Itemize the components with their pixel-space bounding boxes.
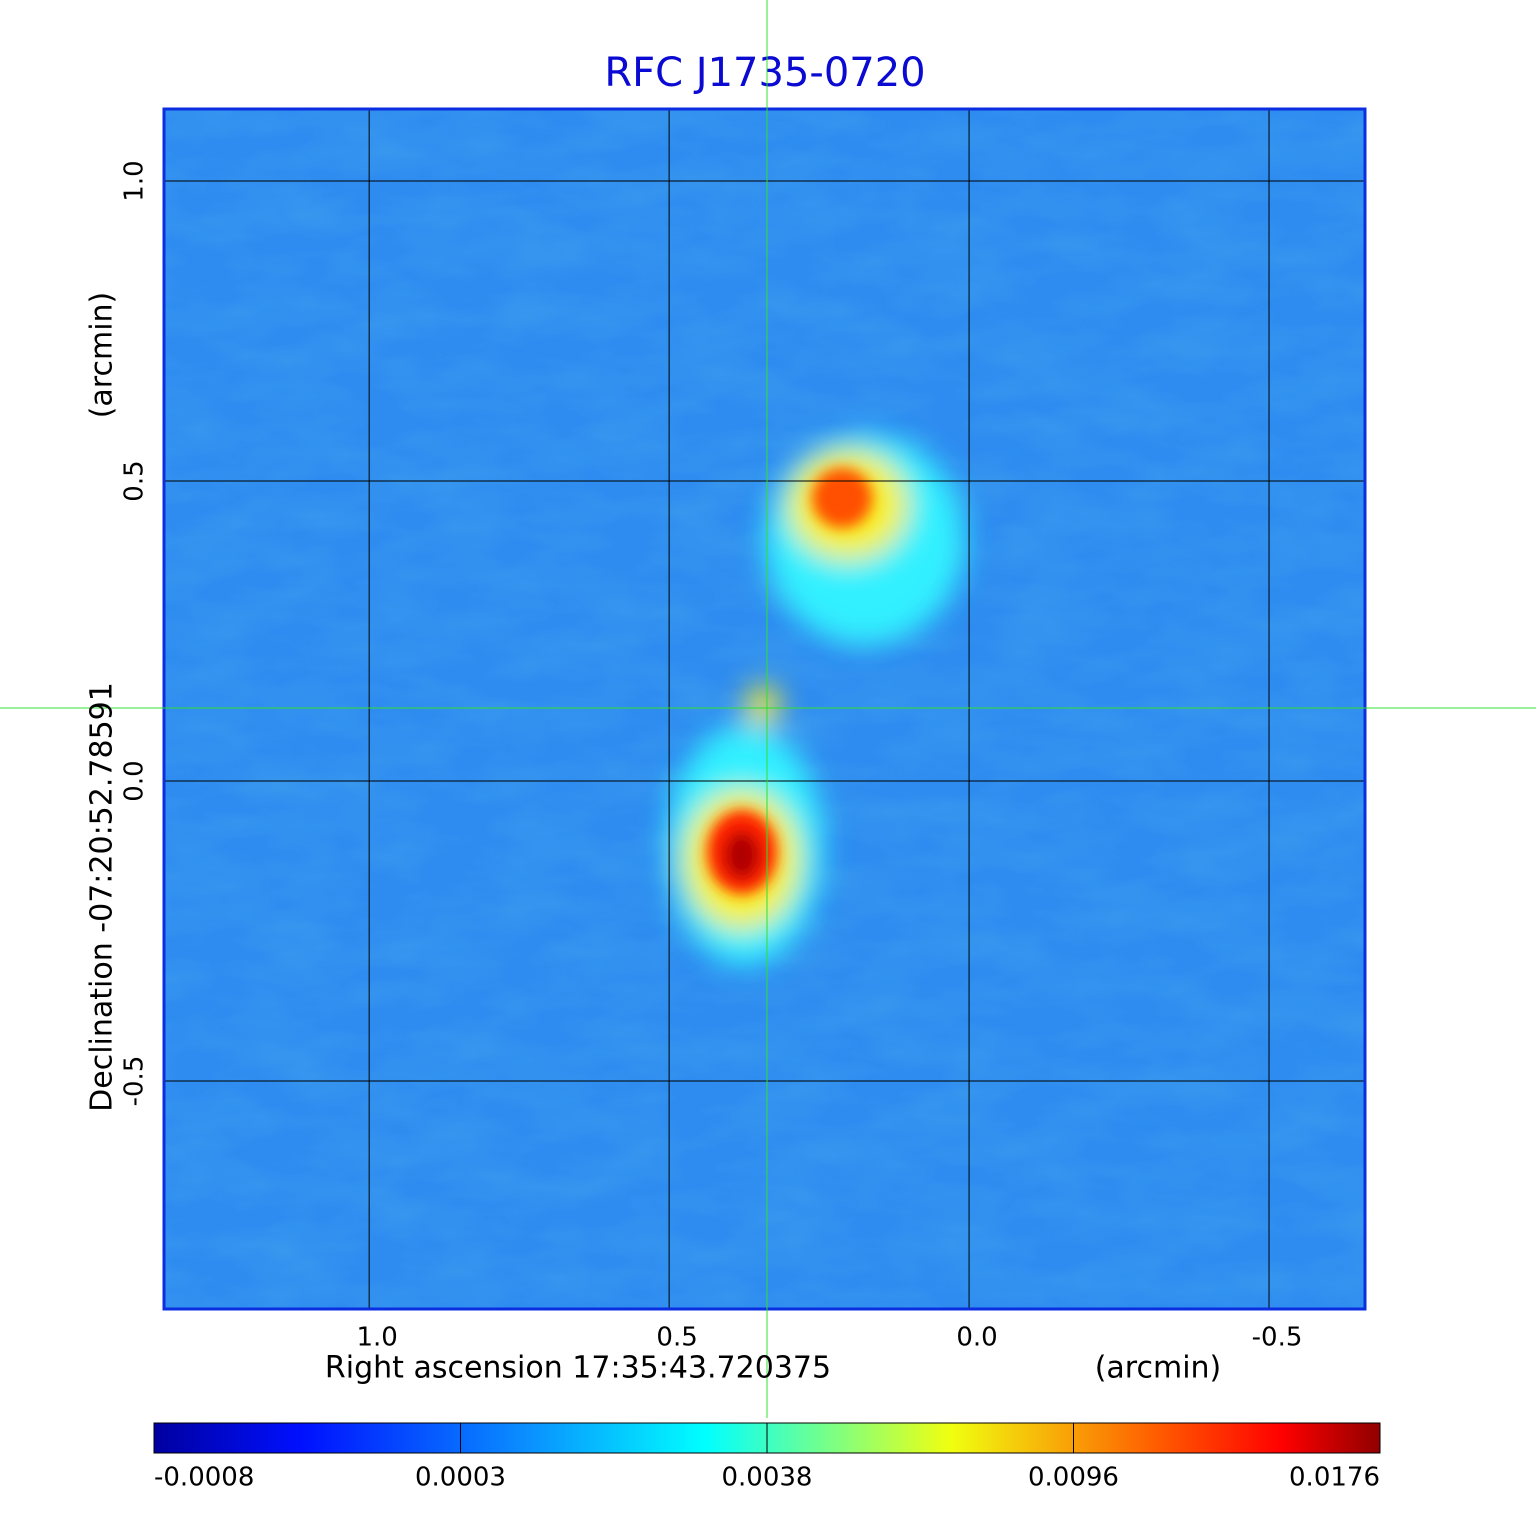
colorbar-tick-label: 0.0003 (415, 1463, 506, 1493)
grid (164, 109, 1365, 1309)
y-axis-unit: (arcmin) (85, 292, 120, 419)
y-tick-label: 1.0 (120, 160, 150, 201)
colorbar-tick-label: 0.0176 (1289, 1463, 1380, 1493)
colorbar-tick-label: 0.0096 (1028, 1463, 1119, 1493)
x-tick-label: -0.5 (1252, 1323, 1303, 1353)
x-tick-label: 1.0 (356, 1323, 397, 1353)
y-tick-label: 0.0 (120, 760, 150, 801)
colorbar-tick-label: -0.0008 (154, 1463, 254, 1493)
x-axis-unit: (arcmin) (1095, 1351, 1222, 1386)
image (164, 109, 1365, 1309)
y-axis-label: Declination -07:20:52.78591 (85, 682, 120, 1112)
colorbar-tick-label: 0.0038 (722, 1463, 813, 1493)
chart-title: RFC J1735-0720 (604, 50, 925, 96)
y-tick-label: -0.5 (120, 1056, 150, 1107)
y-tick-label: 0.5 (120, 460, 150, 501)
x-tick-label: 0.0 (956, 1323, 997, 1353)
x-axis-label: Right ascension 17:35:43.720375 (325, 1351, 831, 1386)
x-tick-label: 0.5 (656, 1323, 697, 1353)
plot-frame (162, 107, 1367, 1311)
